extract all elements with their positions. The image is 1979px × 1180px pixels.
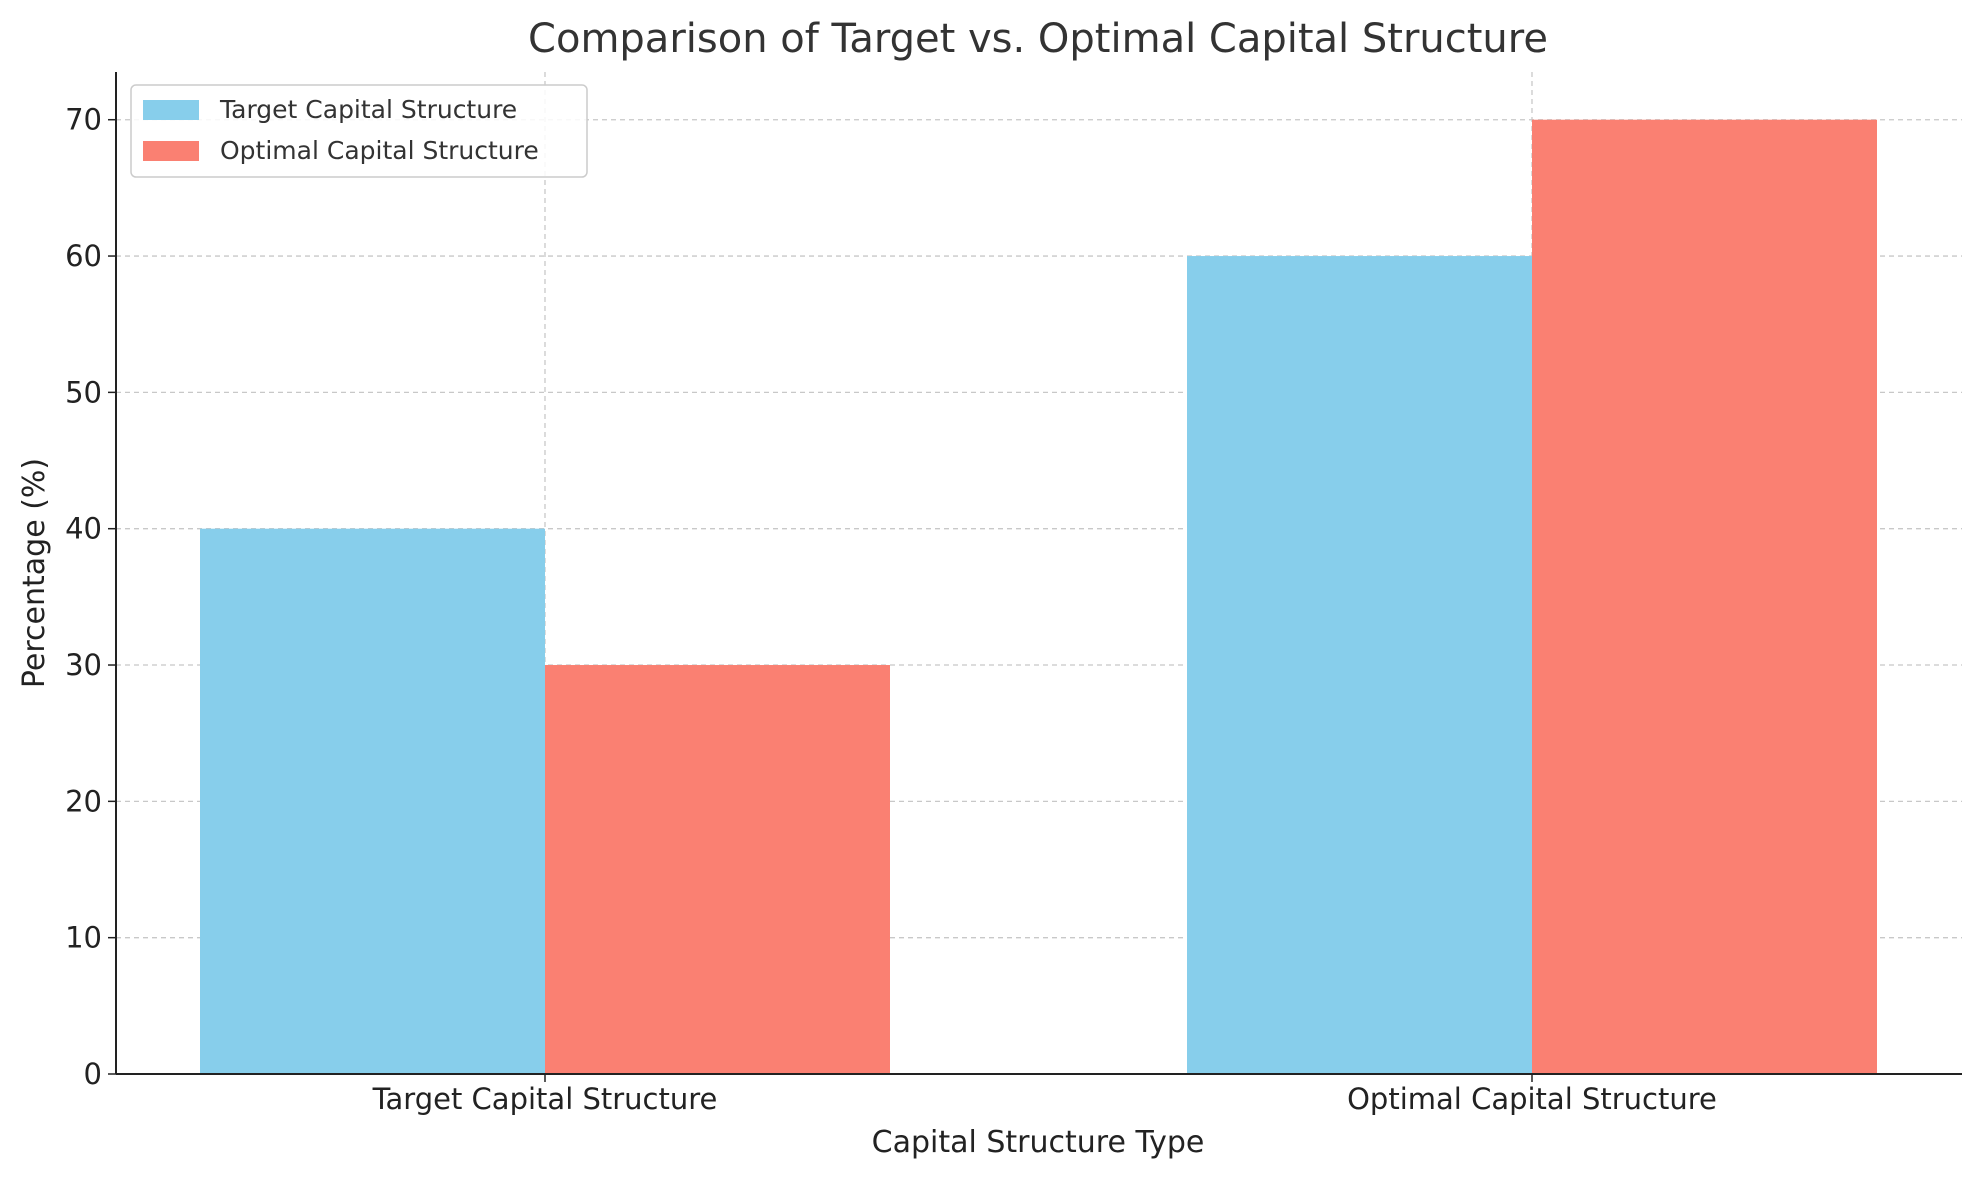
y-tick-label: 20 xyxy=(65,784,102,818)
legend-label: Target Capital Structure xyxy=(219,95,517,124)
chart-title: Comparison of Target vs. Optimal Capital… xyxy=(528,16,1548,62)
bar-target-1 xyxy=(200,528,545,1074)
x-tick-label: Target Capital Structure xyxy=(372,1082,718,1116)
y-tick-label: 60 xyxy=(65,239,102,273)
legend: Target Capital Structure Optimal Capital … xyxy=(130,84,588,178)
legend-swatch xyxy=(143,141,199,161)
axes xyxy=(115,72,1962,1075)
x-axis-label: Capital Structure Type xyxy=(872,1125,1205,1160)
legend-swatch xyxy=(143,100,199,120)
y-tick-label: 70 xyxy=(65,103,102,137)
y-tick-label: 30 xyxy=(65,648,102,682)
bar-optimal-2 xyxy=(1532,119,1877,1074)
x-tick-label: Optimal Capital Structure xyxy=(1347,1082,1717,1116)
legend-box xyxy=(130,84,588,178)
bars xyxy=(200,119,1877,1075)
bar-optimal-1 xyxy=(545,665,890,1074)
y-tick-label: 40 xyxy=(65,512,102,546)
y-axis-label: Percentage (%) xyxy=(17,458,52,688)
y-axis-ticks: 0 10 20 30 40 50 60 70 xyxy=(65,103,116,1091)
y-tick-label: 0 xyxy=(84,1057,102,1091)
bar-target-2 xyxy=(1187,256,1532,1075)
y-tick-label: 50 xyxy=(65,375,102,409)
x-axis-ticks: Target Capital Structure Optimal Capital … xyxy=(372,1074,1717,1116)
y-tick-label: 10 xyxy=(65,921,102,955)
legend-label: Optimal Capital Structure xyxy=(220,136,539,165)
